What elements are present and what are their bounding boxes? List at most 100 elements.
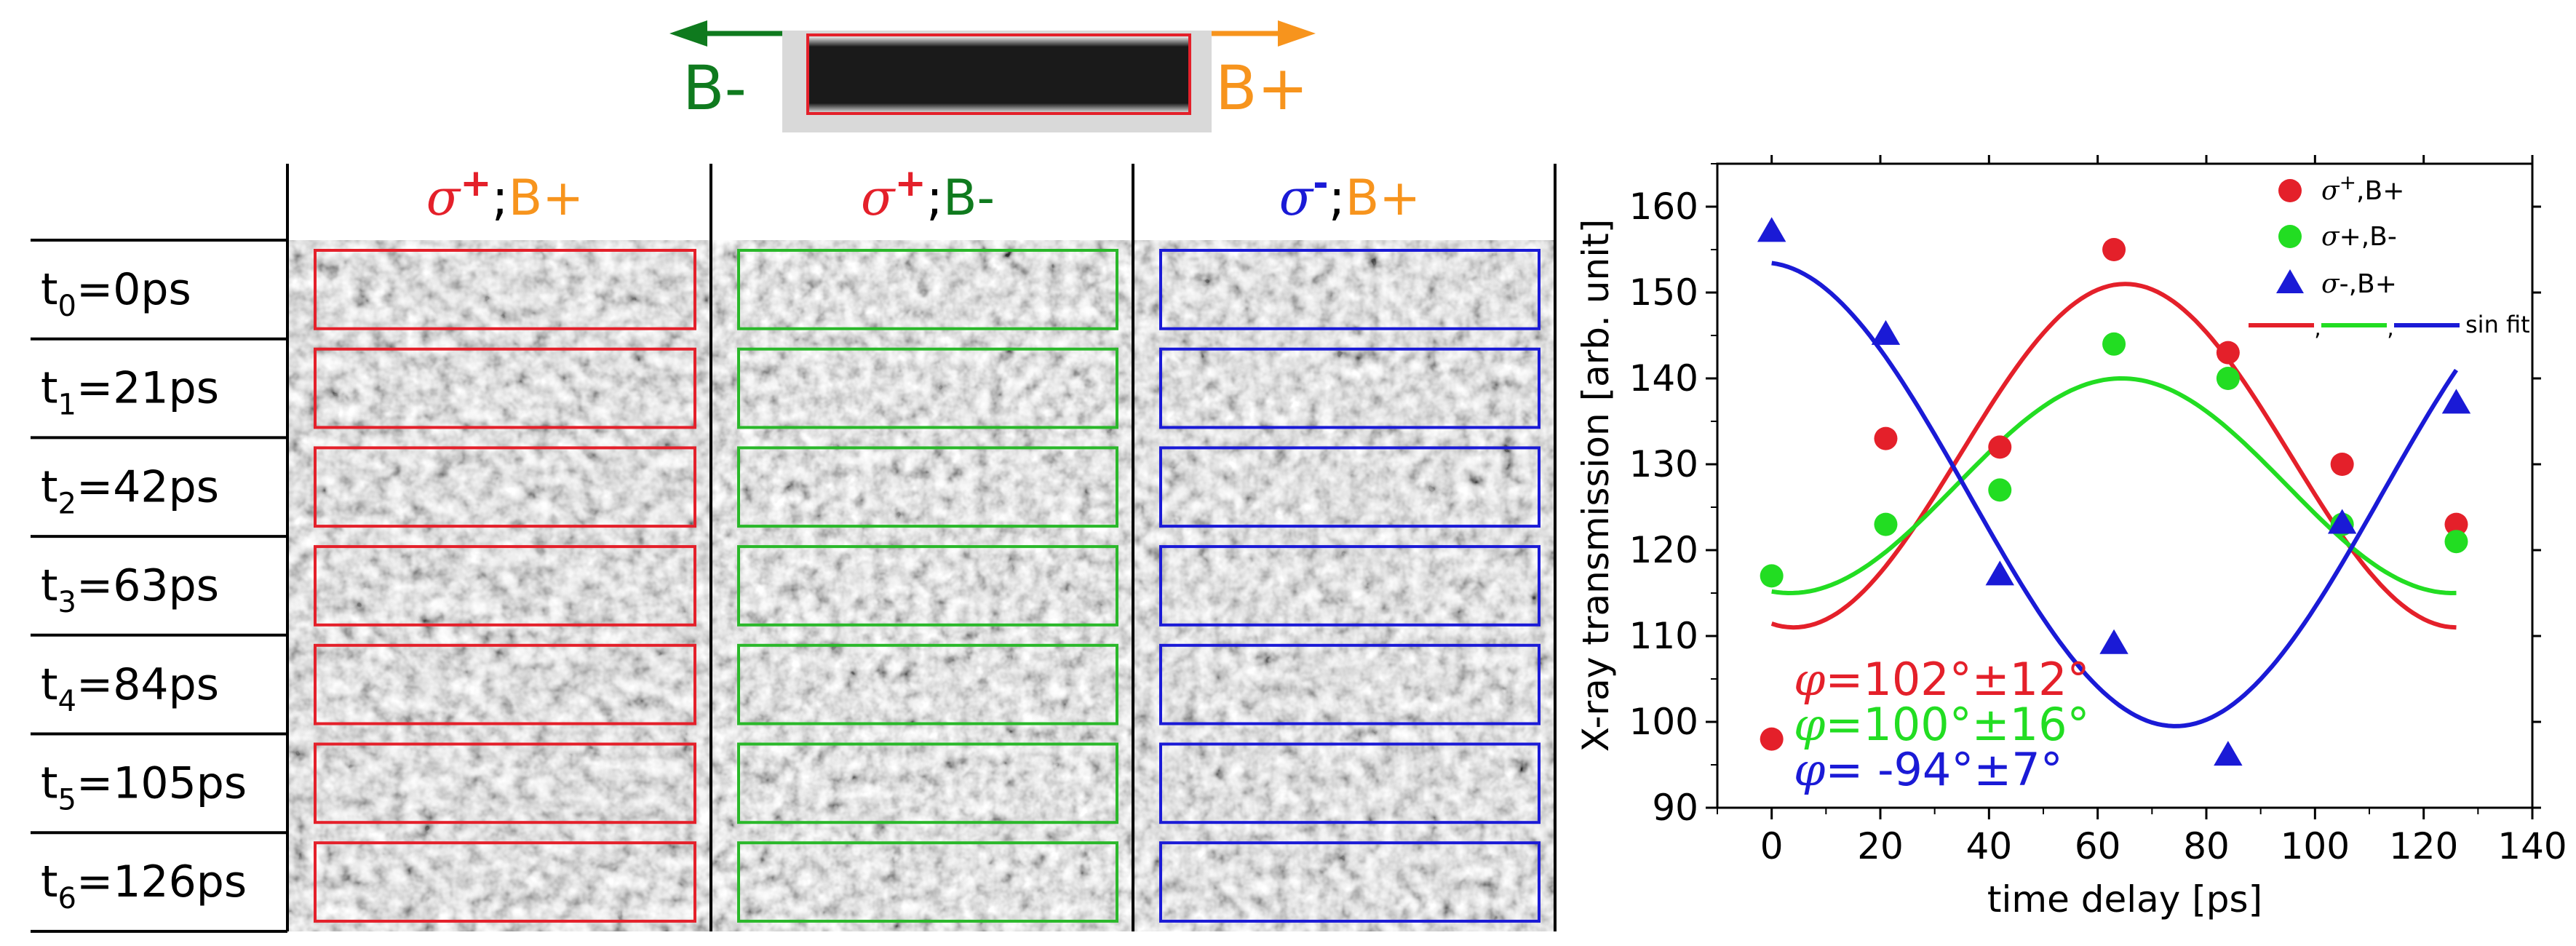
x-tick-label: 60	[2075, 825, 2121, 867]
legend-rest: ,B+	[2356, 176, 2404, 206]
data-point-triangle	[1871, 319, 1901, 345]
row-label-rest: =0ps	[76, 264, 191, 315]
data-point-circle	[1760, 727, 1784, 751]
right-arrow-head-icon	[1278, 20, 1316, 47]
right-field-label: B+	[1215, 52, 1308, 124]
row-label-t: t	[41, 264, 58, 315]
x-axis-label: time delay [ps]	[1987, 878, 2262, 921]
data-point-circle	[1874, 512, 1898, 536]
legend-marker-triangle	[2276, 269, 2304, 293]
column-header-sup: -	[1313, 162, 1329, 205]
phase-annotation: φ=100°±16°	[1794, 698, 2090, 751]
phase-greek: φ	[1794, 698, 1826, 751]
column-header-greek: σ	[426, 170, 461, 227]
y-tick-label: 100	[1629, 701, 1698, 743]
image-column-2	[711, 240, 1133, 931]
plot-frame	[1716, 162, 2534, 809]
x-tick-label: 120	[2389, 825, 2458, 867]
data-point-circle	[2444, 512, 2468, 536]
data-points	[1757, 217, 2471, 766]
row-label: t6=126ps	[41, 856, 247, 915]
phase-value: = -94°±7°	[1825, 743, 2062, 796]
row-label: t0=0ps	[41, 264, 191, 323]
legend-fit-label: sin fit	[2465, 311, 2530, 338]
row-label-rest: =42ps	[76, 461, 219, 512]
y-tick-label: 140	[1629, 357, 1698, 400]
column-header-sup: +	[894, 162, 926, 205]
y-tick-label: 130	[1629, 443, 1698, 485]
region-box	[314, 347, 696, 429]
legend-rest: +,B-	[2340, 222, 2397, 252]
phase-value: =100°±16°	[1825, 698, 2089, 751]
column-header-field: B+	[1345, 170, 1421, 227]
image-grid: σ+;B+ σ+;B-σ-;B+t0=0pst1=21pst2=42pst3=63…	[31, 162, 1557, 933]
row-label-sub: 4	[58, 685, 76, 718]
column-header-sep: ;	[926, 170, 943, 227]
y-tick-label: 110	[1629, 615, 1698, 657]
column-header-sep: ;	[1329, 170, 1345, 227]
data-point-triangle	[2214, 741, 2243, 766]
phase-greek: φ	[1794, 653, 1826, 706]
left-arrow-head-icon	[669, 20, 707, 47]
data-point-triangle	[2099, 629, 2128, 654]
legend-fit-separator: ,	[2387, 316, 2394, 341]
data-point-triangle	[1757, 217, 1786, 242]
row-label-sub: 0	[58, 290, 76, 323]
row-label: t1=21ps	[41, 363, 219, 422]
region-box	[314, 249, 696, 330]
y-axis-label: X-ray transmission [arb. unit]	[1575, 219, 1617, 752]
region-box	[314, 841, 696, 923]
data-point-triangle	[1985, 560, 2014, 586]
legend-greek: σ	[2321, 222, 2340, 252]
row-label: t5=105ps	[41, 758, 247, 817]
row-label-rest: =84ps	[76, 659, 219, 710]
region-box	[314, 446, 696, 528]
column-header: σ+;B-	[861, 162, 995, 227]
row-label-t: t	[41, 363, 58, 414]
left-field-label: B-	[683, 52, 747, 124]
phase-value: =102°±12°	[1825, 653, 2089, 706]
row-label-sub: 1	[58, 389, 76, 422]
data-point-circle	[2102, 332, 2126, 356]
region-box	[1159, 347, 1541, 429]
row-label-t: t	[41, 758, 58, 809]
column-header-sep: ;	[492, 170, 509, 227]
legend: σ+,B+σ+,B-σ-,B+,, sin fit	[2249, 170, 2530, 341]
row-label-t: t	[41, 856, 58, 907]
row-label-sub: 5	[58, 784, 76, 817]
data-point-circle	[1874, 426, 1898, 450]
row-label: t3=63ps	[41, 560, 219, 619]
row-label-sub: 2	[58, 487, 76, 520]
column-header: σ+;B+	[426, 162, 584, 227]
region-box	[1159, 446, 1541, 528]
region-box	[1159, 643, 1541, 726]
region-box	[314, 742, 696, 824]
x-tick-label: 40	[1966, 825, 2013, 867]
row-label-t: t	[41, 560, 58, 611]
sample-bar	[808, 38, 1190, 112]
legend-label: σ+,B-	[2321, 222, 2397, 252]
legend-sup: +	[2340, 170, 2356, 194]
data-point-circle	[2444, 530, 2468, 554]
x-tick-label: 140	[2497, 825, 2567, 867]
sample-illustration: B- B+	[669, 20, 1316, 132]
phase-annotations: φ=102°±12°φ=100°±16°φ= -94°±7°	[1794, 653, 2090, 796]
row-label-t: t	[41, 659, 58, 710]
row-label-rest: =63ps	[76, 560, 219, 611]
region-box	[1159, 545, 1541, 627]
region-box	[737, 643, 1118, 726]
data-point-circle	[2102, 238, 2126, 261]
region-box	[737, 841, 1118, 923]
y-tick-label: 150	[1629, 271, 1698, 314]
data-point-circle	[1760, 564, 1784, 588]
phase-annotation: φ=102°±12°	[1794, 653, 2090, 706]
legend-marker-circle	[2278, 225, 2302, 248]
column-header-sup: +	[460, 162, 492, 205]
phase-annotation: φ= -94°±7°	[1794, 743, 2063, 796]
row-label-t: t	[41, 461, 58, 512]
row-label-rest: =126ps	[76, 856, 247, 907]
data-point-circle	[2216, 341, 2240, 365]
data-point-circle	[2216, 367, 2240, 390]
legend-label: σ+,B+	[2321, 170, 2404, 206]
